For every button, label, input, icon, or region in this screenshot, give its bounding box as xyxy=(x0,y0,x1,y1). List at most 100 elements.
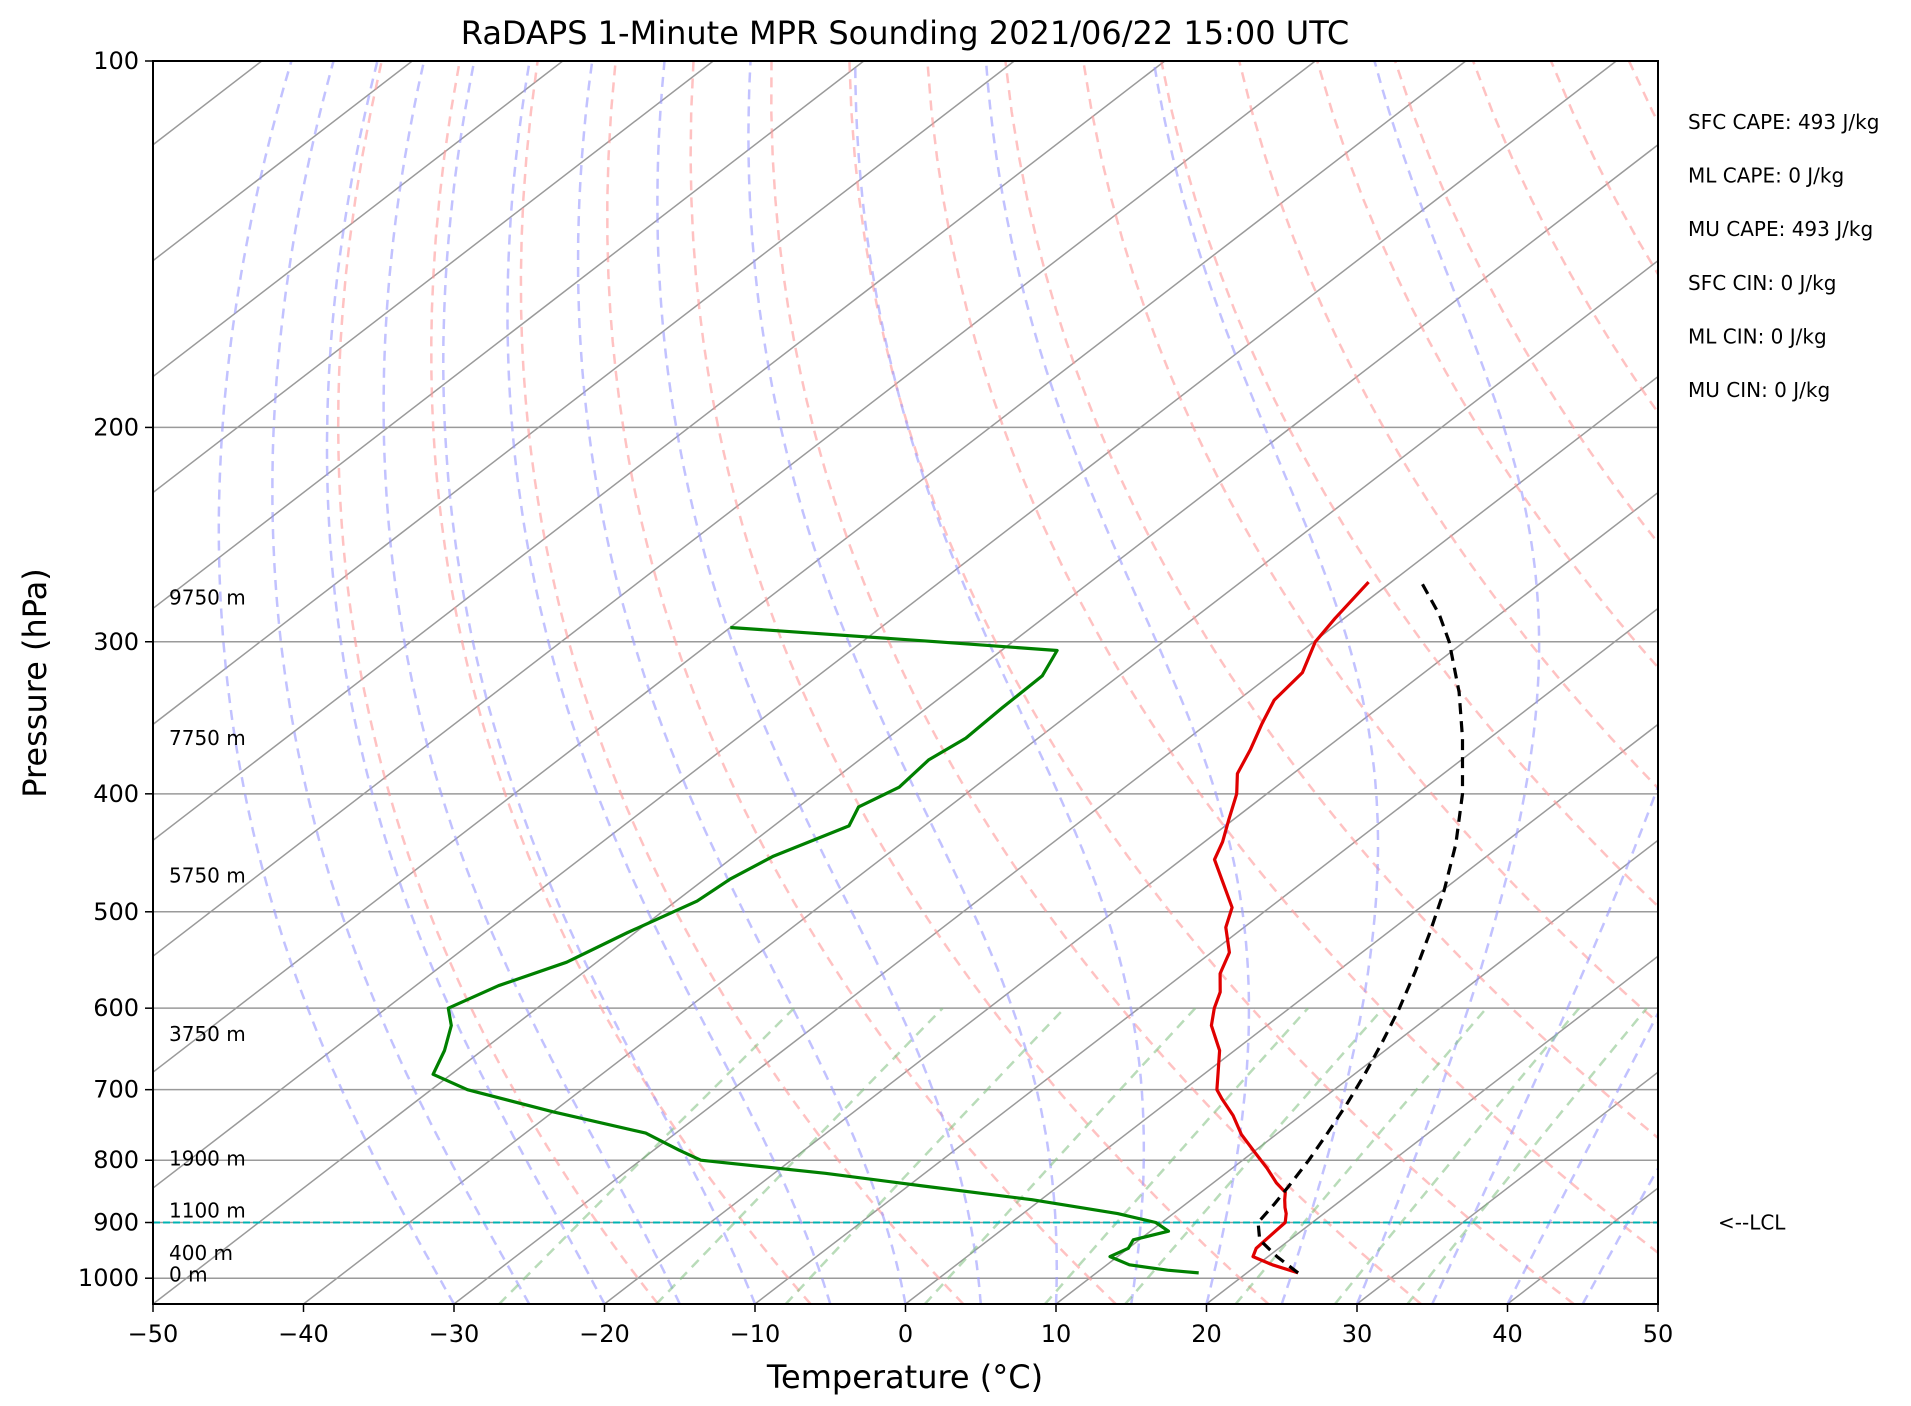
isotherm-line xyxy=(153,61,1015,726)
x-tick-label: −40 xyxy=(278,1320,329,1348)
x-tick-label: 40 xyxy=(1492,1320,1523,1348)
y-tick-label: 700 xyxy=(93,1076,139,1104)
isotherm-line xyxy=(303,259,1658,1304)
stability-index-text: SFC CIN: 0 J/kg xyxy=(1688,271,1836,295)
moist-adiabat-line xyxy=(656,61,983,1304)
y-axis-ticks: 100 200 300 400 500 600 700 800 900 1000 xyxy=(78,47,153,1292)
mixing-ratio-line xyxy=(784,1007,1066,1304)
isotherm-line xyxy=(754,607,1658,1304)
height-label: 1900 m xyxy=(169,1146,246,1170)
moist-adiabat-line xyxy=(576,61,907,1304)
isotherm-line xyxy=(153,61,413,262)
y-axis-label: Pressure (hPa) xyxy=(16,568,54,798)
dry-adiabat-line xyxy=(689,61,1270,1304)
y-tick-label: 300 xyxy=(93,628,139,656)
height-label: 7750 m xyxy=(169,726,246,750)
isotherm-line xyxy=(153,61,1166,842)
x-tick-label: 30 xyxy=(1342,1320,1373,1348)
mixing-ratio-line xyxy=(1334,1007,1581,1304)
moist-adiabat-line xyxy=(442,61,757,1304)
isotherm-line xyxy=(153,61,1316,958)
y-tick-label: 500 xyxy=(93,898,139,926)
moist-adiabat-line xyxy=(1152,61,1380,1304)
stability-index-text: MU CAPE: 493 J/kg xyxy=(1688,217,1873,241)
mixing-ratio-line xyxy=(1044,1007,1309,1304)
dry-adiabat-line xyxy=(606,61,1117,1304)
x-tick-label: 20 xyxy=(1191,1320,1222,1348)
stability-index-text: MU CIN: 0 J/kg xyxy=(1688,378,1830,402)
isotherm-line xyxy=(153,61,1617,1190)
isotherm-line xyxy=(604,491,1658,1304)
chart-title: RaDAPS 1-Minute MPR Sounding 2021/06/22 … xyxy=(461,14,1349,52)
dry-adiabat-line xyxy=(1393,61,1658,545)
moist-adiabat-line xyxy=(506,61,832,1304)
isotherm-line xyxy=(453,375,1658,1304)
height-label: 0 m xyxy=(169,1262,208,1286)
moist-adiabat-line xyxy=(271,61,531,1304)
height-label: 400 m xyxy=(169,1241,233,1265)
stability-index-text: SFC CAPE: 493 J/kg xyxy=(1688,110,1879,134)
dry-adiabat-line xyxy=(336,61,659,1304)
isotherm-line xyxy=(153,61,1467,1074)
dewpoint-profile xyxy=(431,625,1199,1275)
moist-adiabat-line xyxy=(1355,61,1541,1304)
y-tick-label: 100 xyxy=(93,47,139,75)
dry-adiabat-line xyxy=(1627,61,1658,125)
isotherm-line xyxy=(153,61,865,610)
dry-adiabat-line xyxy=(1082,61,1658,1025)
stability-indices: SFC CAPE: 493 J/kg ML CAPE: 0 J/kg MU CAPE… xyxy=(1688,110,1879,402)
grid-layer xyxy=(153,61,1911,1304)
dry-adiabat-line xyxy=(1237,61,1658,790)
isotherm-line xyxy=(905,723,1658,1304)
y-tick-label: 800 xyxy=(93,1146,139,1174)
dry-adiabat-line xyxy=(1863,61,1911,1304)
dry-adiabat-line xyxy=(1004,61,1658,1140)
moist-adiabat-line xyxy=(382,61,681,1304)
mixing-ratio-line xyxy=(923,1007,1197,1304)
dry-adiabat-line xyxy=(1785,61,1911,1304)
y-tick-label: 200 xyxy=(93,413,139,441)
temperature-profile xyxy=(1209,581,1370,1275)
height-label: 5750 m xyxy=(169,864,246,888)
x-tick-label: −50 xyxy=(128,1320,179,1348)
mixing-ratio-line xyxy=(655,1007,944,1304)
isotherm-line xyxy=(1055,839,1658,1304)
lcl-label: <--LCL xyxy=(1718,1211,1786,1235)
x-tick-label: 0 xyxy=(898,1320,913,1348)
isotherm-line xyxy=(1356,1071,1658,1304)
moist-adiabat-line xyxy=(747,61,1059,1304)
moist-adiabat-line xyxy=(984,61,1251,1304)
x-tick-label: −10 xyxy=(730,1320,781,1348)
moist-adiabat-line xyxy=(1506,1010,1658,1304)
x-tick-label: 50 xyxy=(1643,1320,1674,1348)
y-tick-label: 400 xyxy=(93,780,139,808)
stability-index-text: ML CAPE: 0 J/kg xyxy=(1688,164,1844,188)
parcel-path xyxy=(1256,581,1465,1275)
mixing-ratio-line xyxy=(1234,1007,1488,1304)
moist-adiabat-line xyxy=(853,61,1146,1304)
x-axis-label: Temperature (°C) xyxy=(766,1358,1043,1396)
mixing-ratio-line xyxy=(498,1007,795,1304)
dry-adiabat-line xyxy=(848,61,1575,1304)
height-label: 1100 m xyxy=(169,1199,246,1223)
x-axis-ticks: −50 −40 −30 −20 −10 0 10 20 30 40 50 xyxy=(128,1304,1674,1348)
y-tick-label: 1000 xyxy=(78,1264,139,1292)
dry-adiabat-line xyxy=(1707,61,1911,1304)
x-tick-label: −30 xyxy=(429,1320,480,1348)
height-label: 3750 m xyxy=(169,1022,246,1046)
mixing-ratio-line xyxy=(1124,1007,1385,1304)
isotherm-line xyxy=(153,61,714,494)
plot-frame xyxy=(152,60,1659,1305)
y-tick-label: 600 xyxy=(93,994,139,1022)
moist-adiabat-line xyxy=(1431,783,1658,1304)
dry-adiabat-line xyxy=(770,61,1422,1304)
dry-adiabat-line xyxy=(1160,61,1658,908)
isotherm-line xyxy=(1206,955,1658,1304)
dry-adiabat-line xyxy=(519,61,965,1304)
moist-adiabat-line xyxy=(217,61,456,1304)
height-label: 9750 m xyxy=(169,586,246,610)
dry-adiabat-line xyxy=(926,61,1658,1255)
isotherm-line xyxy=(153,61,564,378)
